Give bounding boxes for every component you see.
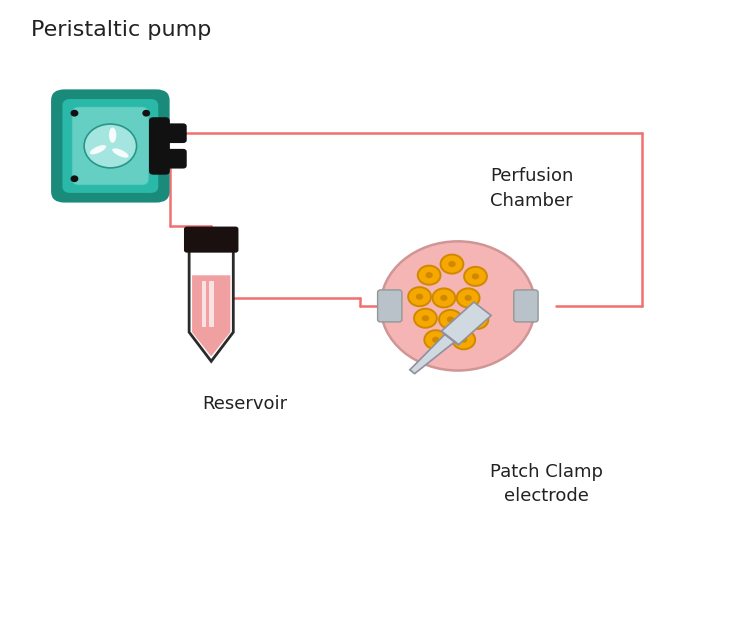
Circle shape [460,337,467,343]
Polygon shape [441,302,491,345]
Circle shape [440,255,463,274]
Circle shape [84,124,137,168]
Circle shape [418,266,440,285]
Text: Patch Clamp
electrode: Patch Clamp electrode [490,463,603,505]
Circle shape [71,111,78,116]
Circle shape [416,294,423,300]
Circle shape [432,289,455,308]
Circle shape [457,289,480,308]
Text: Perfusion
Chamber: Perfusion Chamber [490,167,573,210]
FancyBboxPatch shape [72,106,149,185]
Text: Peristaltic pump: Peristaltic pump [31,20,211,40]
Circle shape [439,310,462,329]
FancyBboxPatch shape [378,290,402,322]
Circle shape [447,316,454,323]
Circle shape [474,316,480,323]
FancyBboxPatch shape [51,90,170,203]
Ellipse shape [90,145,106,154]
Circle shape [424,330,447,349]
Circle shape [143,111,149,116]
Circle shape [452,330,475,349]
Polygon shape [412,334,454,372]
Ellipse shape [109,127,116,143]
FancyBboxPatch shape [514,290,538,322]
Circle shape [408,287,431,307]
Circle shape [472,273,479,279]
Circle shape [465,295,471,301]
Polygon shape [410,334,454,374]
FancyBboxPatch shape [61,98,160,194]
FancyBboxPatch shape [160,124,187,143]
FancyBboxPatch shape [184,227,239,253]
Circle shape [422,315,429,321]
Polygon shape [192,275,231,357]
Circle shape [426,272,433,278]
Text: Reservoir: Reservoir [202,395,287,413]
Circle shape [449,261,456,267]
Bar [209,281,214,328]
Circle shape [466,310,488,329]
Circle shape [414,309,437,328]
Circle shape [440,295,448,301]
Circle shape [71,176,78,182]
Bar [202,281,206,328]
FancyBboxPatch shape [149,117,170,175]
Ellipse shape [112,148,129,158]
Polygon shape [189,229,234,362]
Circle shape [432,337,440,343]
Circle shape [464,267,487,286]
FancyBboxPatch shape [160,149,187,169]
Circle shape [381,241,535,371]
